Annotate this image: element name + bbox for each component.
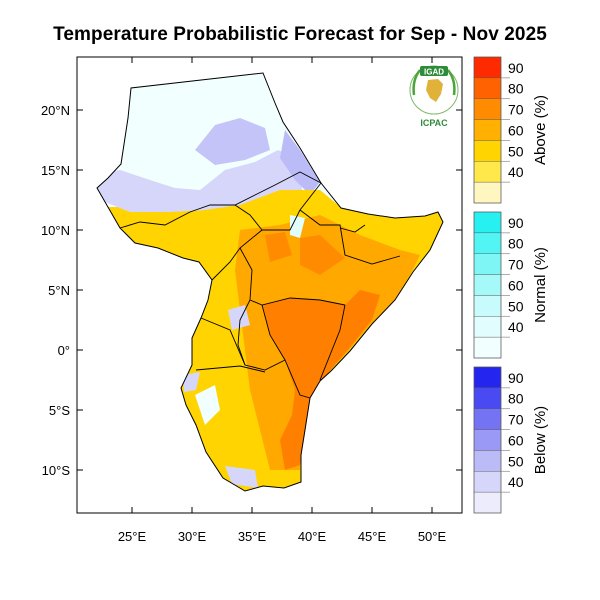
lat-ticks [77,109,462,471]
region-coastline [96,72,444,492]
lon-ticks [131,57,433,513]
legend-swatch [473,98,502,120]
legend-group: 90 80 70 60 50 40 Above (%) 90 80 70 60 50 40 Normal … [473,56,549,514]
legend-tick-label: 70 [508,412,524,428]
legend-swatch [473,253,502,275]
lat-label: 10°N [41,223,70,238]
lon-label: 40°E [298,529,327,544]
legend-tick-label: 70 [508,102,524,118]
legend-swatch [473,295,502,317]
legend-frame [473,366,502,514]
legend-tick-label: 50 [508,453,524,469]
legend-swatch [473,408,502,430]
legend-tick-label: 70 [508,257,524,273]
legend-swatch [473,181,502,204]
legend-frame [473,56,502,204]
legend-swatch [473,232,502,254]
laurel-icon [412,69,422,96]
legend-tick-label: 60 [508,277,524,293]
legend-title: Normal (%) [532,247,549,323]
legend-swatch [473,491,502,514]
legend-normal: 90 80 70 60 50 40 Normal (%) [473,211,549,359]
legend-tick-label: 80 [508,81,524,97]
lon-label: 30°E [178,529,207,544]
laurel-icon [446,69,456,96]
logo-bottom-text: ICPAC [420,118,448,128]
legend-frame [473,211,502,359]
chart-title: Temperature Probabilistic Forecast for S… [53,24,547,45]
legend-tick-label: 50 [508,143,524,159]
lat-label: 15°N [41,163,70,178]
legend-swatch [473,316,502,338]
legend-below: 90 80 70 60 50 40 Below (%) [473,366,549,514]
lon-label: 25°E [118,529,147,544]
lat-label: 10°S [42,463,71,478]
lat-label: 20°N [41,103,70,118]
legend-tick-label: 40 [508,474,524,490]
legend-above: 90 80 70 60 50 40 Above (%) [473,56,549,204]
legend-tick-label: 60 [508,432,524,448]
legend-swatch [473,77,502,99]
legend-swatch [473,336,502,359]
logo-top-text: IGAD [424,68,444,77]
legend-swatch [473,450,502,472]
legend-tick-label: 50 [508,298,524,314]
legend-swatch [473,140,502,162]
lat-label: 5°S [49,403,70,418]
legend-tick-label: 90 [508,370,524,386]
legend-tick-label: 40 [508,164,524,180]
legend-title: Below (%) [532,406,549,474]
logo-banner [420,66,448,76]
legend-swatch [473,274,502,296]
legend-tick-label: 80 [508,391,524,407]
legend-swatch [473,119,502,141]
legend-swatch [473,387,502,409]
africa-icon [426,79,443,102]
legend-tick-label: 80 [508,236,524,252]
legend-tick-label: 90 [508,60,524,76]
legend-swatch [473,161,502,183]
lon-label: 50°E [418,529,447,544]
legend-title: Above (%) [532,95,549,165]
lon-label: 45°E [358,529,387,544]
lat-label: 0° [58,343,70,358]
lat-label: 5°N [48,283,70,298]
country-borders [119,171,401,399]
legend-tick-label: 60 [508,122,524,138]
legend-swatch [473,366,502,389]
legend-swatch [473,56,502,79]
legend-swatch [473,471,502,493]
lon-label: 35°E [238,529,267,544]
legend-swatch [473,211,502,234]
legend-swatch [473,429,502,451]
legend-tick-label: 40 [508,319,524,335]
icpac-logo: IGAD ICPAC [409,65,459,128]
legend-tick-label: 90 [508,215,524,231]
